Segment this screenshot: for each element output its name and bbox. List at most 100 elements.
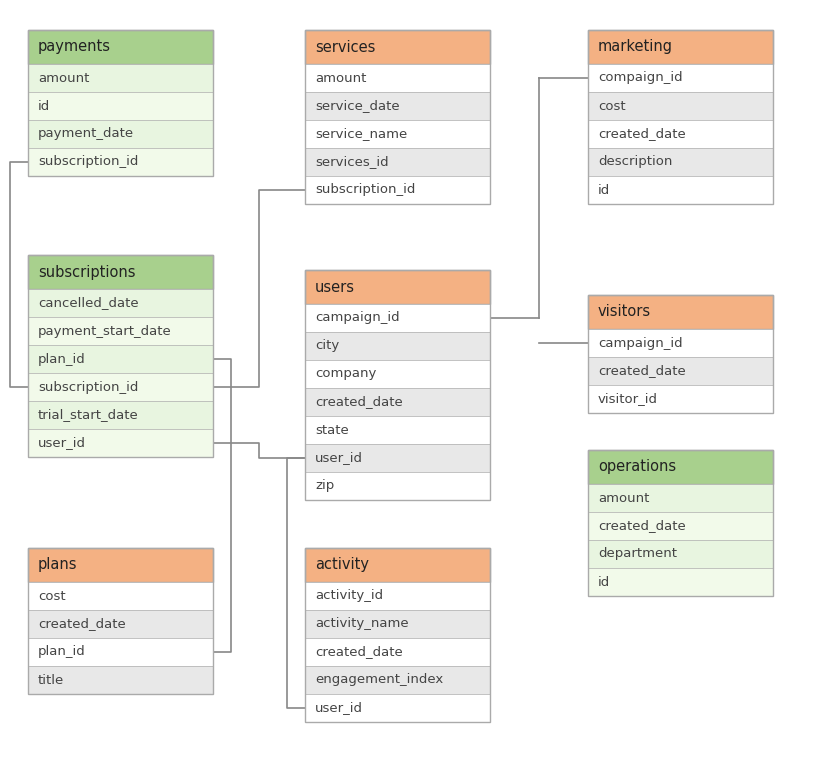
Text: id: id: [598, 576, 610, 588]
Bar: [588, 295, 773, 329]
Text: compaign_id: compaign_id: [598, 71, 682, 85]
Bar: [588, 385, 773, 413]
Bar: [588, 450, 773, 596]
Text: services: services: [315, 40, 375, 54]
Text: service_name: service_name: [315, 127, 407, 141]
Text: id: id: [598, 183, 610, 197]
Text: subscription_id: subscription_id: [38, 155, 138, 169]
Bar: [305, 120, 490, 148]
Bar: [588, 357, 773, 385]
Text: campaign_id: campaign_id: [598, 336, 682, 350]
Text: campaign_id: campaign_id: [315, 312, 399, 325]
Text: users: users: [315, 280, 355, 294]
Bar: [305, 638, 490, 666]
Bar: [305, 304, 490, 332]
Bar: [588, 176, 773, 204]
Text: created_date: created_date: [598, 127, 686, 141]
Bar: [28, 289, 213, 317]
Bar: [588, 30, 773, 64]
Bar: [305, 30, 490, 64]
Text: description: description: [598, 155, 672, 169]
Text: department: department: [598, 548, 677, 560]
Bar: [305, 694, 490, 722]
Bar: [28, 548, 213, 582]
Text: activity: activity: [315, 558, 369, 573]
Bar: [28, 255, 213, 457]
Bar: [305, 548, 490, 722]
Bar: [588, 450, 773, 484]
Bar: [305, 582, 490, 610]
Text: plan_id: plan_id: [38, 646, 86, 658]
Text: service_date: service_date: [315, 99, 399, 113]
Text: activity_id: activity_id: [315, 590, 383, 602]
Bar: [305, 444, 490, 472]
Text: operations: operations: [598, 459, 676, 475]
Bar: [588, 64, 773, 92]
Bar: [305, 548, 490, 582]
Bar: [28, 582, 213, 610]
Text: payments: payments: [38, 40, 111, 54]
Bar: [588, 148, 773, 176]
Bar: [305, 610, 490, 638]
Text: created_date: created_date: [315, 646, 403, 658]
Bar: [305, 388, 490, 416]
Bar: [305, 360, 490, 388]
Bar: [28, 255, 213, 289]
Text: state: state: [315, 423, 349, 437]
Bar: [28, 666, 213, 694]
Bar: [28, 120, 213, 148]
Bar: [305, 332, 490, 360]
Text: trial_start_date: trial_start_date: [38, 409, 139, 421]
Bar: [28, 548, 213, 694]
Text: visitor_id: visitor_id: [598, 392, 658, 406]
Bar: [305, 270, 490, 304]
Bar: [305, 64, 490, 92]
Bar: [28, 345, 213, 373]
Bar: [305, 92, 490, 120]
Text: marketing: marketing: [598, 40, 673, 54]
Bar: [28, 638, 213, 666]
Bar: [28, 30, 213, 176]
Bar: [28, 429, 213, 457]
Text: user_id: user_id: [315, 702, 363, 715]
Text: activity_name: activity_name: [315, 618, 409, 630]
Bar: [588, 329, 773, 357]
Text: subscription_id: subscription_id: [38, 381, 138, 393]
Bar: [588, 295, 773, 413]
Bar: [28, 317, 213, 345]
Text: zip: zip: [315, 479, 334, 493]
Bar: [588, 512, 773, 540]
Text: visitors: visitors: [598, 305, 651, 319]
Text: user_id: user_id: [315, 451, 363, 465]
Text: city: city: [315, 340, 339, 353]
Text: subscription_id: subscription_id: [315, 183, 415, 197]
Text: cost: cost: [38, 590, 66, 602]
Bar: [588, 484, 773, 512]
Text: cost: cost: [598, 99, 626, 113]
Text: created_date: created_date: [598, 520, 686, 532]
Text: created_date: created_date: [315, 395, 403, 409]
Bar: [305, 176, 490, 204]
Bar: [588, 120, 773, 148]
Bar: [305, 666, 490, 694]
Bar: [305, 416, 490, 444]
Text: id: id: [38, 99, 50, 113]
Text: subscriptions: subscriptions: [38, 264, 136, 280]
Text: services_id: services_id: [315, 155, 389, 169]
Bar: [28, 401, 213, 429]
Text: plans: plans: [38, 558, 77, 573]
Bar: [305, 472, 490, 500]
Bar: [28, 610, 213, 638]
Text: company: company: [315, 368, 376, 381]
Text: amount: amount: [598, 492, 649, 504]
Text: payment_start_date: payment_start_date: [38, 325, 171, 337]
Bar: [305, 270, 490, 500]
Text: user_id: user_id: [38, 437, 86, 450]
Bar: [305, 30, 490, 204]
Text: engagement_index: engagement_index: [315, 674, 443, 687]
Text: amount: amount: [38, 71, 89, 85]
Bar: [28, 148, 213, 176]
Text: payment_date: payment_date: [38, 127, 134, 141]
Text: amount: amount: [315, 71, 366, 85]
Bar: [28, 30, 213, 64]
